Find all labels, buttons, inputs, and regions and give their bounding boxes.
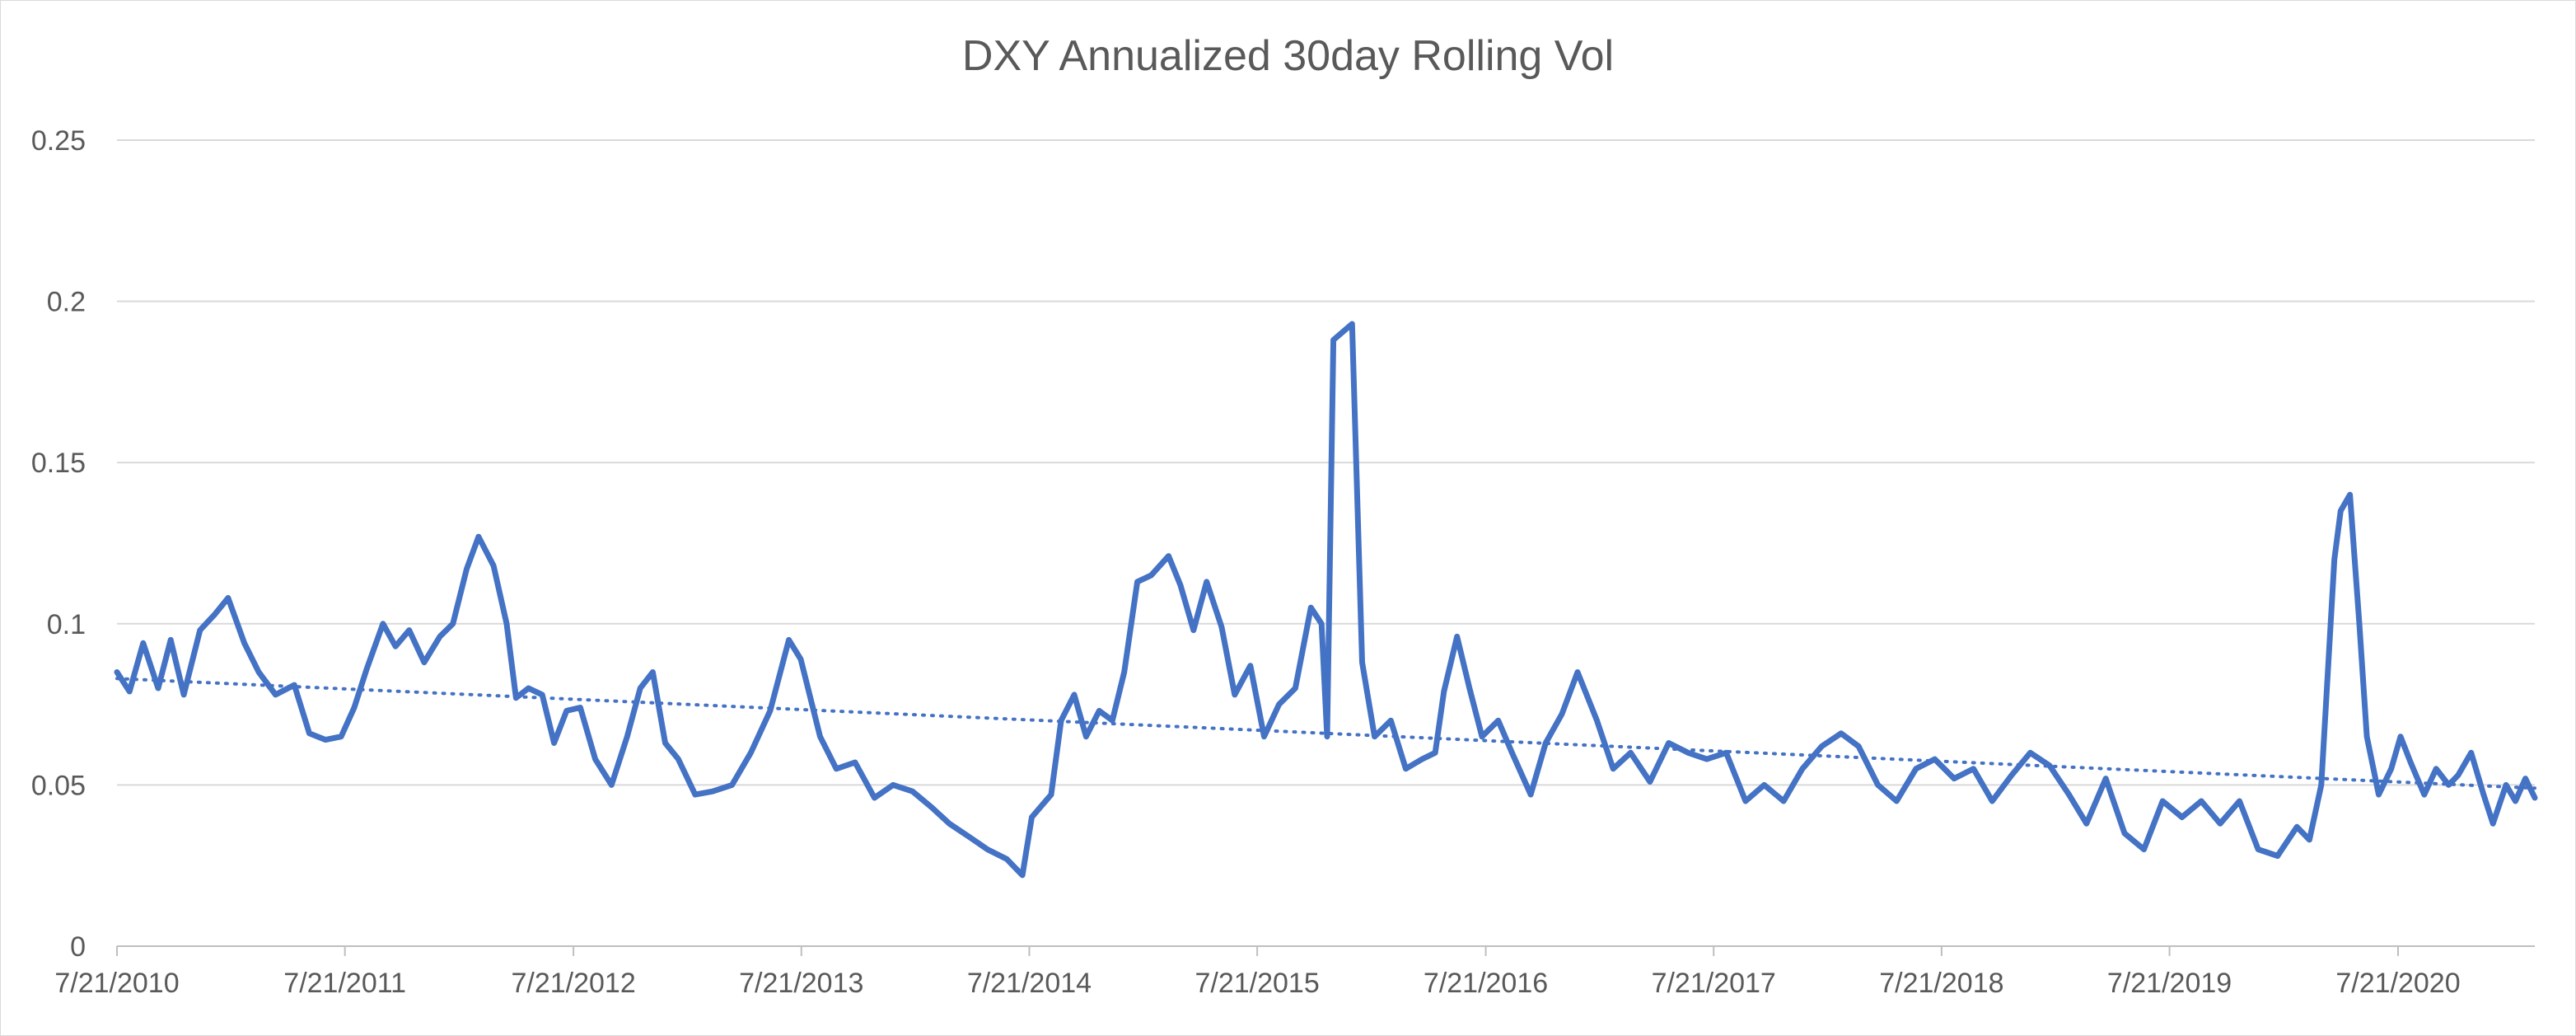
x-tick-label: 7/21/2017 [1652,968,1776,999]
series-line [114,321,2538,879]
x-tick-label: 7/21/2018 [1879,968,2003,999]
x-tick-label: 7/21/2019 [2107,968,2232,999]
y-tick-label: 0.25 [31,125,86,157]
y-tick-label: 0.15 [31,448,86,479]
x-tick-label: 7/21/2014 [967,968,1092,999]
chart-title: DXY Annualized 30day Rolling Vol [961,32,1615,80]
y-tick-label: 0 [70,931,86,963]
y-tick-label: 0.05 [31,770,86,801]
x-tick-label: 7/21/2016 [1424,968,1548,999]
x-tick-label: 7/21/2010 [54,968,179,999]
x-tick-label: 7/21/2011 [283,968,406,999]
x-tick-label: 7/21/2015 [1194,968,1319,999]
x-tick-label: 7/21/2013 [739,968,863,999]
x-tick-label: 7/21/2012 [511,968,635,999]
y-tick-label: 0.1 [47,609,86,640]
x-tick-label: 7/21/2020 [2335,968,2460,999]
y-tick-label: 0.2 [47,287,86,318]
